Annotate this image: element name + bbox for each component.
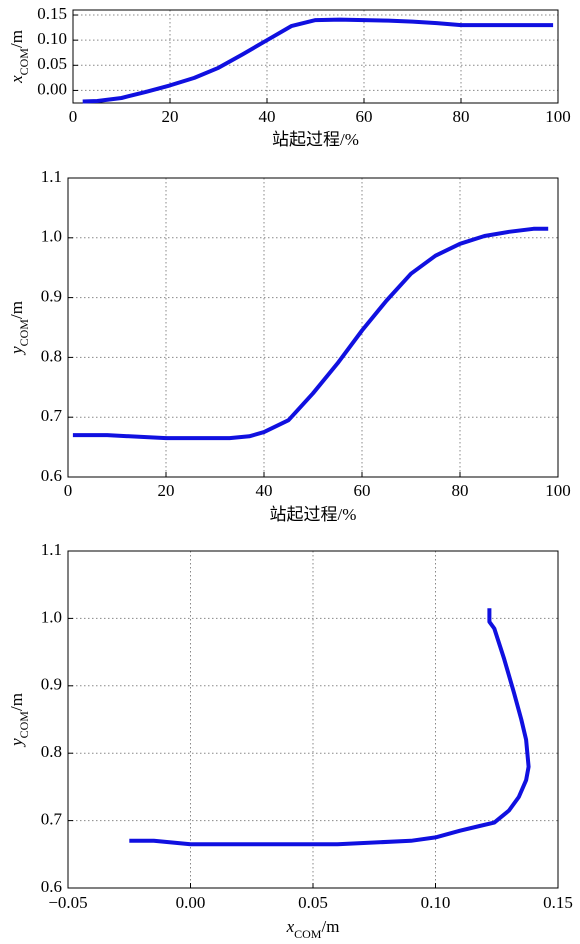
x-tick-label: 100: [545, 107, 571, 126]
x-axis-label-part: /m: [321, 917, 339, 936]
x-axis-label: xCOM/m: [286, 917, 340, 941]
plot-frame: [72, 9, 559, 104]
y-axis-label: xCOM/m: [7, 30, 31, 84]
x-tick-label: 20: [158, 481, 175, 500]
x-tick-label: 0.10: [421, 893, 451, 912]
x-axis-label: 站起过程/%: [270, 505, 357, 524]
y-tick-label: 1.1: [41, 540, 62, 559]
x-tick-label: 0: [64, 481, 73, 500]
y-tick-label: 0.8: [41, 346, 62, 365]
x-tick-label: 0.00: [176, 893, 206, 912]
y-tick-label: 0.6: [41, 466, 62, 485]
y-tick-label: 0.9: [41, 675, 62, 694]
y-tick-label: 0.10: [37, 29, 67, 48]
x-tick-label: 20: [162, 107, 179, 126]
y-tick-label: 0.15: [37, 4, 67, 23]
x-tick-label: 60: [356, 107, 373, 126]
y-tick-label: 1.0: [41, 227, 62, 246]
data-line: [72, 226, 549, 441]
x-axis-label-part: COM: [294, 927, 322, 941]
y-axis-label-part: COM: [17, 711, 31, 739]
plot-frame: [67, 550, 559, 889]
y-axis-label-part: COM: [17, 319, 31, 347]
y-tick-label: 0.7: [41, 810, 63, 829]
y-tick-label: 1.1: [41, 167, 62, 186]
y-axis-label-part: /m: [7, 30, 26, 48]
y-tick-label: 0.8: [41, 742, 62, 761]
y-axis-label-part: y: [7, 346, 26, 356]
y-tick-label: 0.6: [41, 877, 62, 896]
x-tick-label: 40: [259, 107, 276, 126]
x-axis-label: 站起过程/%: [272, 130, 359, 149]
y-tick-label: 0.05: [37, 54, 67, 73]
x-tick-label: 0: [69, 107, 78, 126]
x-tick-label: 60: [354, 481, 371, 500]
y-axis-label: yCOM/m: [7, 301, 31, 356]
y-axis-label-part: /m: [7, 693, 26, 711]
data-line: [82, 17, 554, 104]
x-tick-label: 80: [453, 107, 470, 126]
plot-frame: [67, 177, 559, 478]
y-tick-label: 1.0: [41, 607, 62, 626]
y-axis-label-part: /m: [7, 301, 26, 319]
y-axis-label-part: COM: [17, 48, 31, 76]
y-tick-label: 0.9: [41, 287, 62, 306]
x-tick-label: 80: [452, 481, 469, 500]
y-axis-label-part: y: [7, 738, 26, 748]
y-axis-label: yCOM/m: [7, 693, 31, 748]
y-tick-label: 0.00: [37, 79, 67, 98]
x-tick-label: −0.05: [48, 893, 87, 912]
x-tick-label: 0.15: [543, 893, 573, 912]
x-tick-label: 40: [256, 481, 273, 500]
data-line: [129, 608, 531, 847]
x-tick-label: 100: [545, 481, 571, 500]
y-axis-label-part: x: [7, 75, 26, 84]
x-axis-label-part: x: [286, 917, 295, 936]
x-tick-label: 0.05: [298, 893, 328, 912]
y-tick-label: 0.7: [41, 406, 63, 425]
